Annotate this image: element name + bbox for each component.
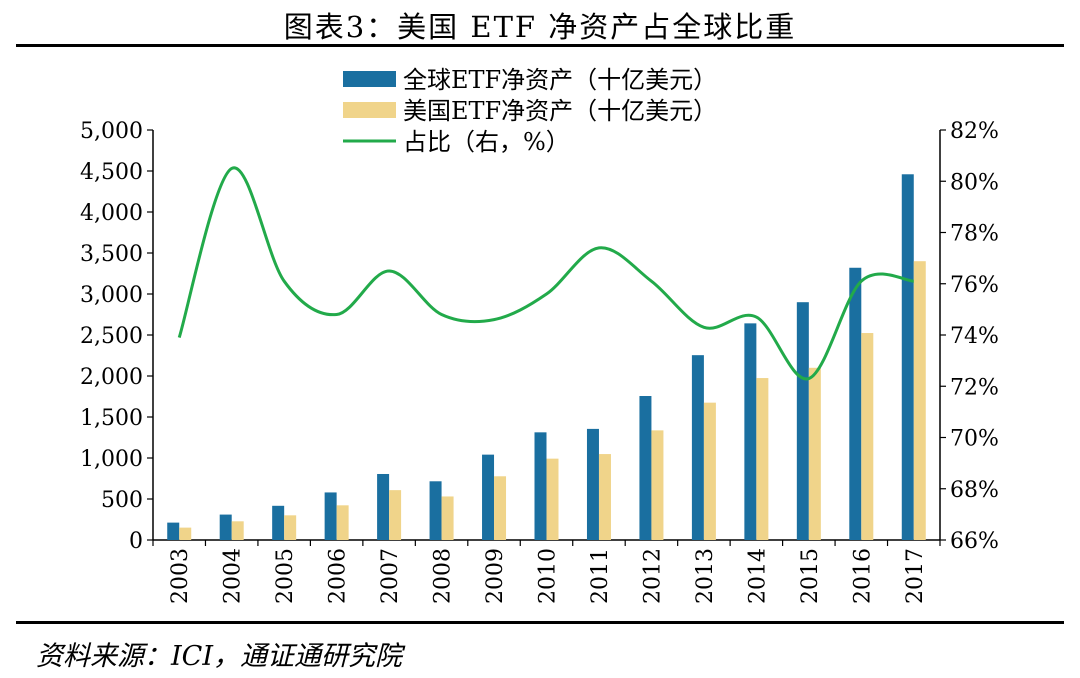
bar-global <box>482 454 495 540</box>
left-tick-label: 3,500 <box>80 242 143 267</box>
bar-us <box>231 521 244 540</box>
x-tick-label: 2012 <box>640 548 665 604</box>
bar-global <box>744 323 757 540</box>
right-tick-label: 82% <box>950 119 999 144</box>
bar-us <box>336 505 349 540</box>
x-tick-label: 2016 <box>850 548 875 604</box>
bar-us <box>703 402 716 540</box>
left-tick-label: 0 <box>129 529 143 554</box>
right-tick-label: 76% <box>950 273 999 298</box>
left-tick-label: 2,500 <box>80 324 143 349</box>
bar-global <box>691 355 704 540</box>
left-tick-label: 1,000 <box>80 447 143 472</box>
left-tick-label: 4,000 <box>80 201 143 226</box>
bar-us <box>913 261 926 540</box>
source-note: 资料来源：ICI，通证通研究院 <box>36 641 402 672</box>
right-tick-label: 78% <box>950 222 999 247</box>
right-tick-label: 68% <box>950 478 999 503</box>
x-tick-label: 2010 <box>536 548 561 604</box>
x-tick-label: 2014 <box>745 548 770 604</box>
x-tick-label: 2005 <box>273 548 298 604</box>
bar-global <box>586 428 599 540</box>
bar-global <box>901 174 914 540</box>
right-tick-label: 74% <box>950 324 999 349</box>
bar-global <box>377 473 390 540</box>
legend-swatch-us <box>343 102 396 118</box>
x-tick-label: 2011 <box>588 548 613 604</box>
bar-us <box>284 515 297 540</box>
right-tick-label: 72% <box>950 375 999 400</box>
left-tick-label: 1,500 <box>80 406 143 431</box>
left-tick-label: 3,000 <box>80 283 143 308</box>
bar-global <box>167 522 180 540</box>
bar-global <box>849 267 862 540</box>
title-rule <box>16 44 1064 47</box>
x-tick-label: 2006 <box>326 548 351 604</box>
bar-us <box>808 367 821 540</box>
bar-global <box>429 481 442 540</box>
x-tick-label: 2004 <box>221 548 246 604</box>
x-tick-label: 2008 <box>431 548 456 604</box>
x-tick-label: 2003 <box>168 548 193 604</box>
bar-us <box>546 458 559 540</box>
left-tick-label: 4,500 <box>80 160 143 185</box>
bar-us <box>598 454 611 540</box>
x-tick-label: 2015 <box>798 548 823 604</box>
axes-group: 0 500 1,000 1,500 2,000 2,500 3,000 3,500 4,000 4… <box>80 119 999 604</box>
x-tick-label: 2013 <box>693 548 718 604</box>
legend-swatch-global <box>343 71 396 87</box>
legend-label-us: 美国ETF净资产（十亿美元） <box>403 97 717 125</box>
left-tick-label: 5,000 <box>80 119 143 144</box>
bar-global <box>534 432 547 540</box>
chart-svg: 0 500 1,000 1,500 2,000 2,500 3,000 3,500 4,000 4… <box>80 66 999 604</box>
bar-us <box>651 430 664 540</box>
bar-global <box>639 396 652 540</box>
bar-us <box>756 378 769 540</box>
x-tick-label: 2007 <box>378 548 403 604</box>
bar-us <box>389 490 402 540</box>
legend-group: 全球ETF净资产（十亿美元） 美国ETF净资产（十亿美元） 占比（右，%） <box>343 66 717 156</box>
bar-global <box>272 505 285 540</box>
left-tick-label: 500 <box>101 488 143 513</box>
share-line <box>177 166 914 381</box>
left-tick-label: 2,000 <box>80 365 143 390</box>
legend-label-share: 占比（右，%） <box>403 128 570 156</box>
bar-global <box>219 514 232 540</box>
chart-title: 图表3：美国 ETF 净资产占全球比重 <box>283 10 797 44</box>
bar-us <box>441 496 454 540</box>
right-tick-label: 66% <box>950 529 999 554</box>
legend-label-global: 全球ETF净资产（十亿美元） <box>403 66 717 94</box>
bars-group <box>167 174 926 540</box>
bar-us <box>179 527 192 540</box>
bar-us <box>494 476 507 540</box>
bar-global <box>324 492 337 540</box>
right-tick-label: 70% <box>950 427 999 452</box>
bar-us <box>861 333 874 540</box>
source-rule <box>16 621 1064 624</box>
x-tick-label: 2009 <box>483 548 508 604</box>
line-group <box>177 166 914 381</box>
bar-global <box>796 302 809 540</box>
right-tick-label: 80% <box>950 170 999 195</box>
x-tick-label: 2017 <box>903 548 928 604</box>
